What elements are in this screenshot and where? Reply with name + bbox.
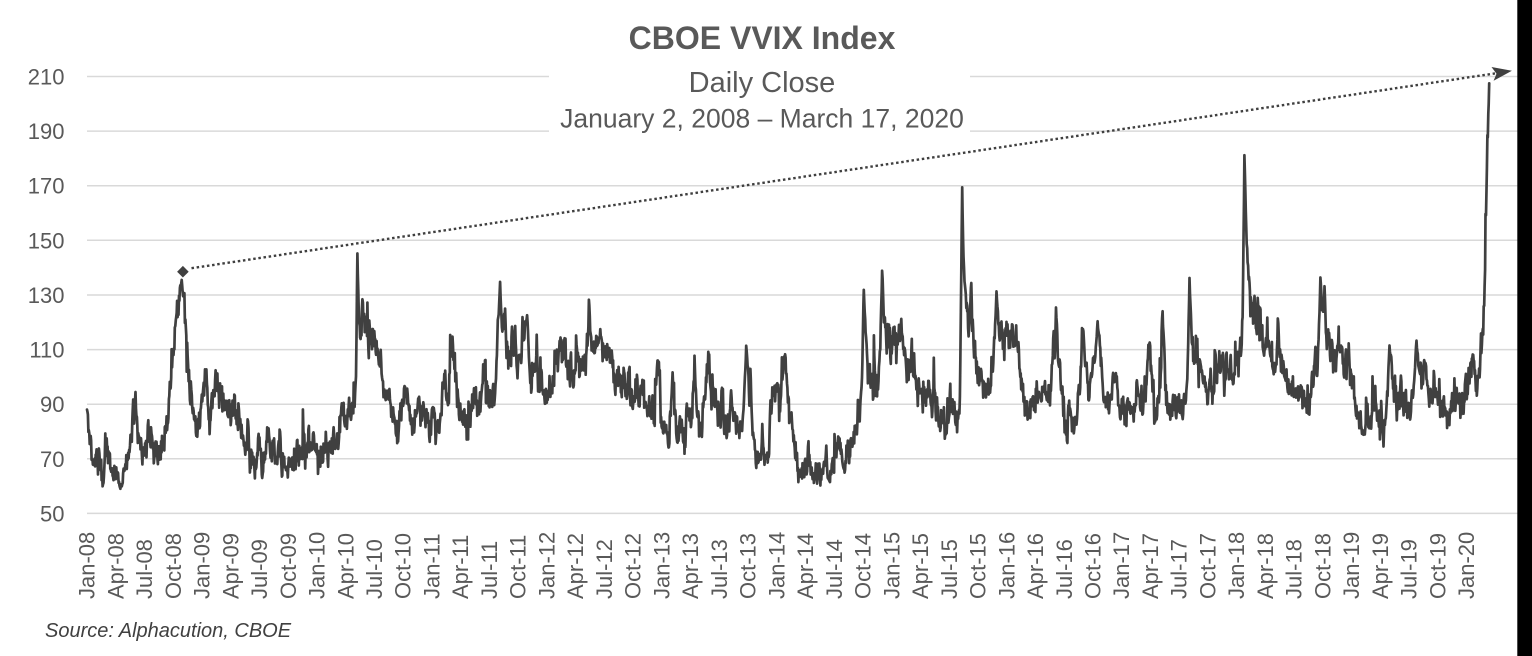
svg-text:Jan-11: Jan-11 bbox=[420, 533, 445, 599]
svg-text:Apr-09: Apr-09 bbox=[218, 533, 243, 599]
svg-text:Jan-19: Jan-19 bbox=[1339, 532, 1364, 599]
svg-text:Apr-13: Apr-13 bbox=[678, 533, 703, 599]
svg-text:Oct-17: Oct-17 bbox=[1196, 533, 1221, 599]
svg-text:Jan-16: Jan-16 bbox=[994, 532, 1019, 599]
svg-text:Jan-12: Jan-12 bbox=[534, 532, 559, 599]
svg-text:Oct-19: Oct-19 bbox=[1425, 533, 1450, 599]
svg-text:Jan-10: Jan-10 bbox=[305, 532, 330, 599]
svg-text:210: 210 bbox=[28, 65, 65, 90]
svg-text:Oct-13: Oct-13 bbox=[736, 533, 761, 599]
svg-text:Jul-10: Jul-10 bbox=[362, 539, 387, 599]
svg-text:CBOE VVIX Index: CBOE VVIX Index bbox=[629, 20, 896, 56]
svg-text:Apr-11: Apr-11 bbox=[448, 535, 473, 599]
svg-text:Apr-18: Apr-18 bbox=[1253, 533, 1278, 599]
svg-text:50: 50 bbox=[40, 501, 64, 526]
svg-text:Apr-14: Apr-14 bbox=[793, 533, 818, 599]
svg-text:Jul-16: Jul-16 bbox=[1052, 539, 1077, 599]
svg-text:Jan-08: Jan-08 bbox=[75, 532, 100, 599]
svg-text:Jan-14: Jan-14 bbox=[764, 532, 789, 599]
svg-text:Jan-20: Jan-20 bbox=[1454, 532, 1479, 599]
svg-text:Oct-12: Oct-12 bbox=[621, 533, 646, 599]
svg-text:Jan-09: Jan-09 bbox=[190, 532, 215, 599]
svg-text:70: 70 bbox=[40, 447, 64, 472]
svg-text:Jul-15: Jul-15 bbox=[937, 539, 962, 599]
svg-text:110: 110 bbox=[29, 338, 64, 363]
svg-text:Jul-13: Jul-13 bbox=[707, 539, 732, 599]
svg-text:Apr-19: Apr-19 bbox=[1368, 533, 1393, 599]
svg-text:Oct-14: Oct-14 bbox=[851, 533, 876, 599]
svg-text:Apr-08: Apr-08 bbox=[103, 533, 128, 599]
svg-text:January 2, 2008 – March 17, 20: January 2, 2008 – March 17, 2020 bbox=[560, 104, 964, 134]
svg-text:Oct-16: Oct-16 bbox=[1081, 533, 1106, 599]
svg-text:Jul-09: Jul-09 bbox=[247, 539, 272, 599]
svg-text:Apr-12: Apr-12 bbox=[563, 533, 588, 599]
svg-text:Jan-13: Jan-13 bbox=[649, 532, 674, 599]
svg-text:170: 170 bbox=[28, 174, 65, 199]
svg-text:Apr-17: Apr-17 bbox=[1138, 533, 1163, 599]
svg-text:Jan-15: Jan-15 bbox=[879, 532, 904, 599]
svg-text:Source: Alphacution, CBOE: Source: Alphacution, CBOE bbox=[45, 620, 292, 642]
svg-text:Oct-08: Oct-08 bbox=[161, 533, 186, 599]
svg-text:Oct-09: Oct-09 bbox=[276, 533, 301, 599]
svg-text:Jul-19: Jul-19 bbox=[1397, 539, 1422, 599]
svg-text:Oct-10: Oct-10 bbox=[391, 533, 416, 599]
svg-text:150: 150 bbox=[28, 228, 65, 253]
svg-text:190: 190 bbox=[28, 119, 65, 144]
svg-text:Apr-15: Apr-15 bbox=[908, 533, 933, 599]
svg-text:Jan-17: Jan-17 bbox=[1109, 532, 1134, 599]
svg-text:130: 130 bbox=[28, 283, 65, 308]
svg-text:Apr-10: Apr-10 bbox=[333, 533, 358, 599]
svg-text:Oct-11: Oct-11 bbox=[506, 535, 531, 599]
svg-text:Daily Close: Daily Close bbox=[689, 67, 836, 99]
svg-text:Jul-17: Jul-17 bbox=[1167, 539, 1192, 599]
svg-text:Jul-11: Jul-11 bbox=[477, 541, 502, 599]
svg-text:Jul-12: Jul-12 bbox=[592, 539, 617, 599]
svg-text:Jul-08: Jul-08 bbox=[132, 539, 157, 599]
svg-text:Oct-18: Oct-18 bbox=[1310, 533, 1335, 599]
svg-text:Oct-15: Oct-15 bbox=[966, 533, 991, 599]
svg-text:Apr-16: Apr-16 bbox=[1023, 533, 1048, 599]
svg-text:Jul-14: Jul-14 bbox=[822, 539, 847, 599]
svg-text:Jan-18: Jan-18 bbox=[1224, 532, 1249, 599]
svg-text:Jul-18: Jul-18 bbox=[1282, 539, 1307, 599]
svg-text:90: 90 bbox=[40, 392, 64, 417]
